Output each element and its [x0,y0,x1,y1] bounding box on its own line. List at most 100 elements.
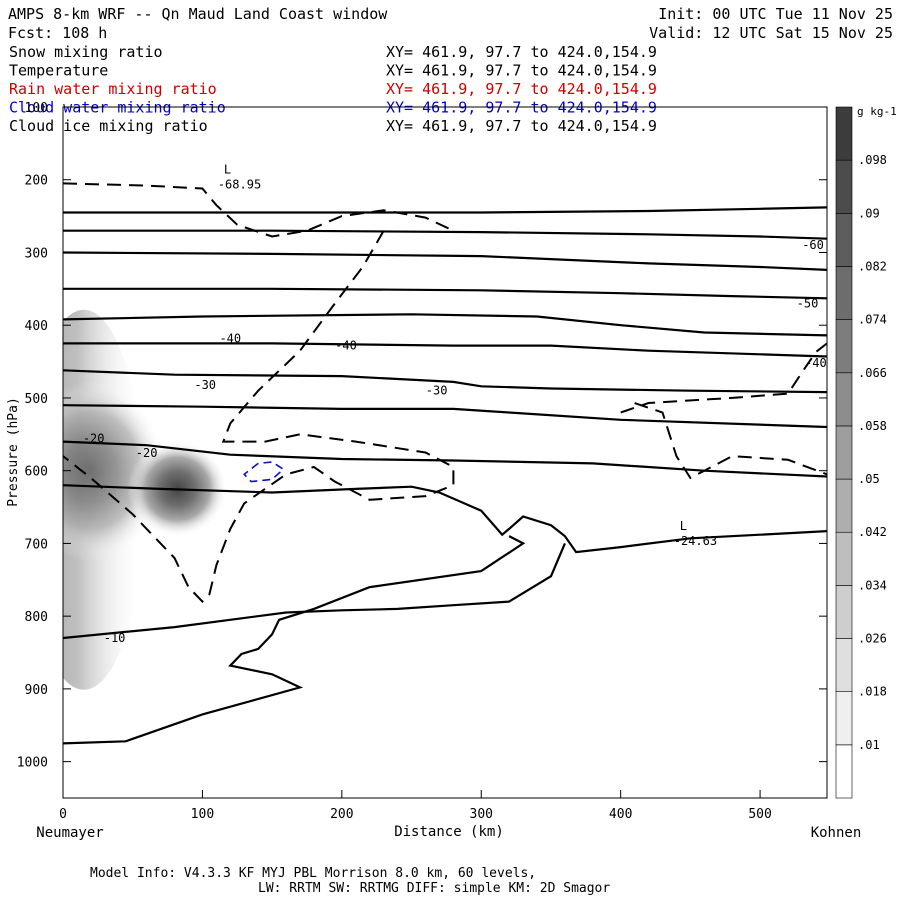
y-tick-label: 100 [25,101,48,116]
isotherm-9 [63,484,827,554]
legend-label: Cloud ice mixing ratio [9,117,208,135]
x-tick-label: 400 [609,807,632,822]
y-tick-label: 300 [25,246,48,261]
chart-title: AMPS 8-km WRF -- Qn Maud Land Coast wind… [8,5,388,23]
x-tick-label: 0 [59,807,67,822]
model-info: Model Info: V4.3.3 KF MYJ PBL Morrison 8… [90,866,536,881]
isotherm-label: -30 [194,378,216,392]
isotherm-label: -10 [104,631,126,645]
y-tick-label: 1000 [17,756,48,771]
colorbar-label: .074 [858,313,887,327]
isotherm-label: -40 [219,331,241,345]
colorbar-label: .09 [858,206,880,220]
colorbar-bin [835,425,853,480]
legend-label: Rain water mixing ratio [9,80,217,98]
isotherm-label: -40 [335,339,357,353]
extremum-value: -68.95 [218,178,261,192]
isotherm-7 [63,404,827,429]
contour-labels: -60 -50 -40 -40 -40 -30 -30 -20 -20 -10 [83,238,827,645]
x-tick-label: 200 [330,807,353,822]
extremum-symbol: L [224,163,231,177]
x-tick-label: 300 [470,807,493,822]
colorbar-unit: g kg-1 [857,105,897,118]
y-tick-label: 400 [25,319,48,334]
cloud-water-contour [243,461,285,483]
colorbar-label: .034 [858,578,887,592]
isotherm-5 [63,342,827,358]
cloud-ice-contour-3 [620,342,827,414]
valid-time: Valid: 12 UTC Sat 15 Nov 25 [649,24,893,42]
x-tick-label: 100 [191,807,214,822]
colorbar-label: .082 [858,259,887,273]
isotherm-label: -40 [805,356,827,370]
cloud-ice-contour-0 [63,182,454,238]
y-tick-label: 600 [25,465,48,480]
colorbar-bin [835,691,853,746]
y-axis: 100 200 300 400 500 600 700 800 900 1000 [17,101,827,771]
isotherm-4 [63,313,827,337]
x-axis: 0 100 200 300 400 500 [59,790,772,822]
forecast-hour: Fcst: 108 h [8,24,107,42]
extremum-value: -24.63 [674,534,717,548]
colorbar: .01 .018 .026 .034 .042 .05 .058 .066 .074 .082 .0… [835,105,897,799]
isotherm-6 [63,369,827,394]
colorbar-label: .05 [858,472,880,486]
colorbar-label: .058 [858,419,887,433]
isotherm-label: -20 [83,432,105,446]
x-tick-label: 500 [748,807,771,822]
legend-label: Temperature [9,62,108,80]
y-tick-label: 500 [25,392,48,407]
x-left-endpoint: Neumayer [36,825,103,841]
isotherm-3 [63,287,827,300]
legend-xy: XY= 461.9, 97.7 to 424.0,154.9 [386,62,657,80]
cloud-ice-contours [63,182,827,604]
isotherm-label: -60 [802,238,824,252]
cloud-water-contours [243,461,285,483]
init-time: Init: 00 UTC Tue 11 Nov 25 [658,5,893,23]
isotherm-label: -30 [426,384,448,398]
cloud-ice-contour-2 [634,402,827,480]
colorbar-bin [835,319,853,374]
plot-frame [62,106,828,799]
legend-xy: XY= 461.9, 97.7 to 424.0,154.9 [386,117,657,135]
isotherm-11 [63,535,526,745]
y-axis-label: Pressure (hPa) [6,397,21,507]
extremum-symbol: L [680,519,687,533]
legend-xy: XY= 461.9, 97.7 to 424.0,154.9 [386,43,657,61]
colorbar-label: .018 [858,685,887,699]
y-tick-label: 700 [25,537,48,552]
legend-xy: XY= 461.9, 97.7 to 424.0,154.9 [386,80,657,98]
colorbar-bin [835,531,853,586]
colorbar-bin [835,106,853,161]
y-tick-label: 800 [25,610,48,625]
colorbar-bin [835,372,853,427]
colorbar-label: .042 [858,525,887,539]
legend-label: Snow mixing ratio [9,43,163,61]
isotherm-label: -20 [136,446,158,460]
temperature-contours [63,206,827,745]
colorbar-bin [835,585,853,639]
isotherm-1 [63,229,827,240]
colorbar-bin [835,478,853,533]
isotherm-label: -50 [797,296,819,310]
colorbar-bin [835,638,853,692]
colorbar-label: .026 [858,632,887,646]
model-physics: LW: RRTM SW: RRTMG DIFF: simple KM: 2D S… [258,881,610,896]
y-tick-label: 200 [25,174,48,189]
isotherm-0 [63,206,827,214]
colorbar-label: .098 [858,153,887,167]
isotherm-2 [63,251,827,271]
field-legend: Snow mixing ratio XY= 461.9, 97.7 to 424.… [9,43,657,135]
cloud-ice-contour-1 [63,230,455,604]
colorbar-label: .01 [858,738,880,752]
isotherm-10 [63,542,566,640]
extrema-markers: L-68.95L-24.63 [218,163,717,548]
colorbar-label: .066 [858,366,887,380]
colorbar-bin [835,744,853,799]
colorbar-bin [835,213,853,267]
y-tick-label: 900 [25,683,48,698]
x-right-endpoint: Kohnen [811,825,862,841]
colorbar-bin [835,266,853,320]
colorbar-bin [835,159,853,214]
